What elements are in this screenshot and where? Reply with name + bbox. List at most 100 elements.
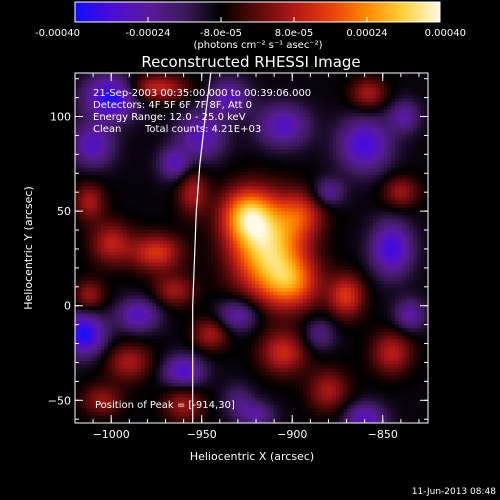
- heatmap-cell: [365, 160, 370, 165]
- heatmap-cell: [177, 156, 183, 162]
- heatmap-cell: [122, 240, 128, 245]
- heatmap-cell: [420, 94, 425, 100]
- heatmap-cell: [354, 160, 359, 165]
- heatmap-cell: [130, 156, 135, 162]
- heatmap-cell: [280, 164, 286, 169]
- heatmap-cell: [78, 91, 83, 96]
- heatmap-cell: [369, 80, 374, 85]
- heatmap-cell: [137, 200, 142, 205]
- heatmap-cell: [266, 145, 271, 151]
- heatmap-cell: [273, 109, 278, 114]
- heatmap-cell: [251, 109, 256, 114]
- heatmap-cell: [247, 189, 253, 194]
- heatmap-cell: [82, 142, 87, 147]
- heatmap-cell: [82, 127, 87, 132]
- heatmap-cell: [336, 127, 341, 132]
- heatmap-cell: [284, 196, 289, 202]
- heatmap-cell: [321, 164, 326, 169]
- heatmap-cell: [133, 211, 139, 216]
- heatmap-cell: [376, 142, 381, 147]
- heatmap-cell: [185, 186, 190, 191]
- heatmap-cell: [240, 109, 245, 114]
- heatmap-cell: [163, 240, 168, 245]
- heatmap-cell: [310, 145, 315, 151]
- heatmap-cell: [247, 196, 253, 202]
- heatmap-cell: [111, 124, 117, 129]
- heatmap-cell: [93, 182, 98, 187]
- heatmap-cell: [181, 167, 186, 173]
- heatmap-cell: [255, 156, 260, 162]
- heatmap-cell: [310, 200, 315, 205]
- heatmap-cell: [100, 244, 106, 249]
- heatmap-cell: [310, 258, 315, 264]
- heatmap-cell: [225, 109, 231, 114]
- heatmap-cell: [78, 83, 83, 89]
- heatmap-cell: [119, 160, 124, 165]
- heatmap-cell: [97, 226, 102, 231]
- heatmap-cell: [192, 102, 197, 107]
- heatmap-cell: [295, 98, 300, 103]
- heatmap-cell: [420, 120, 425, 125]
- heatmap-cell: [115, 76, 120, 81]
- heatmap-cell: [82, 109, 87, 114]
- heatmap-cell: [347, 145, 352, 151]
- heatmap-cell: [244, 189, 249, 194]
- heatmap-cell: [174, 94, 179, 100]
- heatmap-cell: [203, 83, 208, 89]
- heatmap-cell: [383, 127, 389, 132]
- heatmap-cell: [251, 218, 256, 224]
- heatmap-cell: [144, 76, 150, 81]
- heatmap-cell: [166, 134, 172, 140]
- heatmap-cell: [225, 164, 231, 169]
- heatmap-cell: [225, 105, 231, 111]
- heatmap-cell: [284, 164, 289, 169]
- heatmap-cell: [376, 196, 381, 202]
- heatmap-cell: [211, 222, 216, 227]
- heatmap-cell: [321, 229, 326, 235]
- heatmap-cell: [277, 204, 282, 209]
- heatmap-cell: [332, 189, 337, 194]
- heatmap-cell: [391, 178, 396, 183]
- heatmap-cell: [383, 258, 389, 264]
- heatmap-cell: [358, 204, 363, 209]
- heatmap-cell: [111, 207, 117, 213]
- heatmap-cell: [75, 153, 80, 158]
- heatmap-cell: [159, 182, 164, 187]
- heatmap-cell: [354, 91, 359, 96]
- heatmap-cell: [155, 149, 161, 154]
- heatmap-cell: [420, 211, 425, 216]
- heatmap-cell: [104, 73, 109, 78]
- heatmap-cell: [229, 218, 234, 224]
- heatmap-cell: [218, 109, 223, 114]
- heatmap-cell: [405, 196, 411, 202]
- heatmap-cell: [166, 237, 172, 242]
- heatmap-cell: [196, 196, 201, 202]
- heatmap-cell: [188, 215, 194, 220]
- heatmap-cell: [181, 94, 186, 100]
- heatmap-cell: [394, 233, 400, 238]
- heatmap-cell: [424, 87, 428, 92]
- heatmap-cell: [244, 222, 249, 227]
- heatmap-cell: [354, 222, 359, 227]
- heatmap-cell: [200, 83, 205, 89]
- heatmap-cell: [251, 182, 256, 187]
- heatmap-cell: [266, 156, 271, 162]
- heatmap-cell: [240, 138, 245, 143]
- heatmap-cell: [97, 98, 102, 103]
- heatmap-cell: [155, 120, 161, 125]
- heatmap-cell: [188, 94, 194, 100]
- heatmap-cell: [277, 229, 282, 235]
- heatmap-cell: [314, 255, 319, 260]
- heatmap-cell: [86, 229, 91, 235]
- heatmap-cell: [398, 226, 403, 231]
- heatmap-cell: [141, 80, 146, 85]
- heatmap-cell: [93, 240, 98, 245]
- heatmap-cell: [291, 94, 297, 100]
- heatmap-cell: [141, 127, 146, 132]
- heatmap-cell: [93, 204, 98, 209]
- heatmap-cell: [302, 255, 308, 260]
- heatmap-cell: [144, 207, 150, 213]
- heatmap-cell: [358, 171, 363, 176]
- heatmap-cell: [233, 131, 238, 136]
- heatmap-cell: [82, 204, 87, 209]
